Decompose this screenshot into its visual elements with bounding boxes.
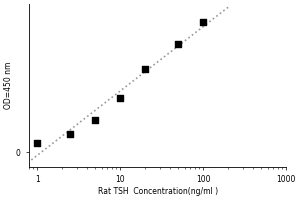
Point	[143, 68, 148, 71]
Point	[118, 96, 123, 100]
Point	[93, 118, 98, 121]
Point	[176, 42, 181, 46]
Point	[35, 142, 40, 145]
Y-axis label: OD=450 nm: OD=450 nm	[4, 62, 13, 109]
Point	[68, 133, 73, 136]
Point	[201, 21, 206, 24]
X-axis label: Rat TSH  Concentration(ng/ml ): Rat TSH Concentration(ng/ml )	[98, 187, 218, 196]
